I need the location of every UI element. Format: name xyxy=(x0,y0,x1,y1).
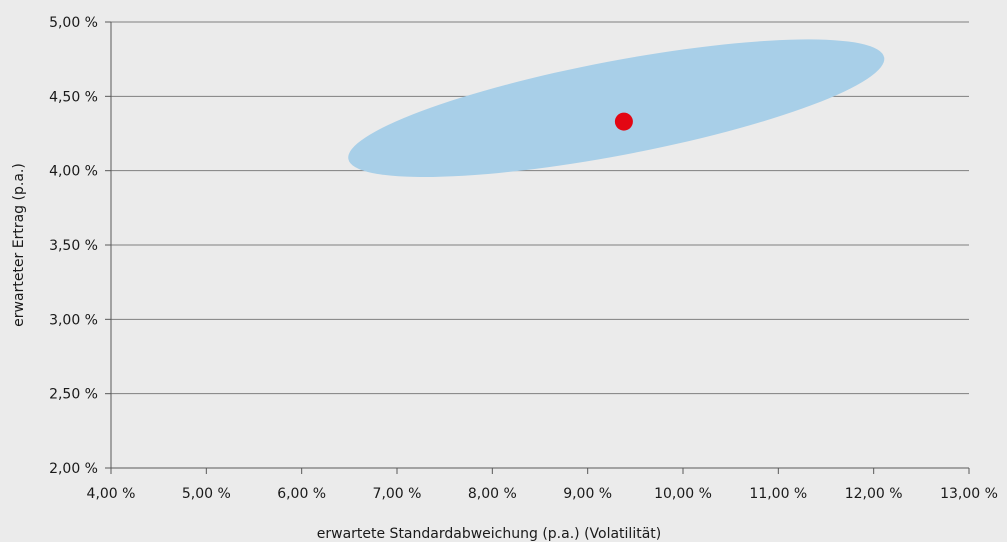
tick-layer: 2,00 % 2,50 % 3,00 % 3,50 % 4,00 % 4,50 % 5,00… xyxy=(49,15,998,502)
x-tick-label: 12,00 % xyxy=(845,486,903,502)
x-tick-label: 7,00 % xyxy=(373,486,422,502)
y-tick-label: 5,00 % xyxy=(49,15,98,31)
x-axis-title: erwartete Standardabweichung (p.a.) (Vol… xyxy=(317,526,661,542)
x-tick-label: 10,00 % xyxy=(654,486,712,502)
y-tick-label: 2,50 % xyxy=(49,387,98,403)
x-tick-label: 4,00 % xyxy=(87,486,136,502)
y-tick-label: 3,50 % xyxy=(49,238,98,254)
confidence-ellipse xyxy=(348,39,885,178)
x-tick-label: 13,00 % xyxy=(940,486,998,502)
y-tick-label: 2,00 % xyxy=(49,461,98,477)
x-tick-label: 8,00 % xyxy=(468,486,517,502)
y-tick-label: 4,00 % xyxy=(49,164,98,180)
x-tick-label: 11,00 % xyxy=(749,486,807,502)
x-tick-label: 9,00 % xyxy=(563,486,612,502)
point-layer xyxy=(614,112,633,131)
y-tick-label: 4,50 % xyxy=(49,89,98,105)
x-tick-label: 5,00 % xyxy=(182,486,231,502)
y-axis-title: erwarteter Ertrag (p.a.) xyxy=(11,163,27,327)
region-layer xyxy=(348,39,885,178)
portfolio-point xyxy=(614,112,633,131)
x-tick-label: 6,00 % xyxy=(277,486,326,502)
y-tick-label: 3,00 % xyxy=(49,312,98,328)
